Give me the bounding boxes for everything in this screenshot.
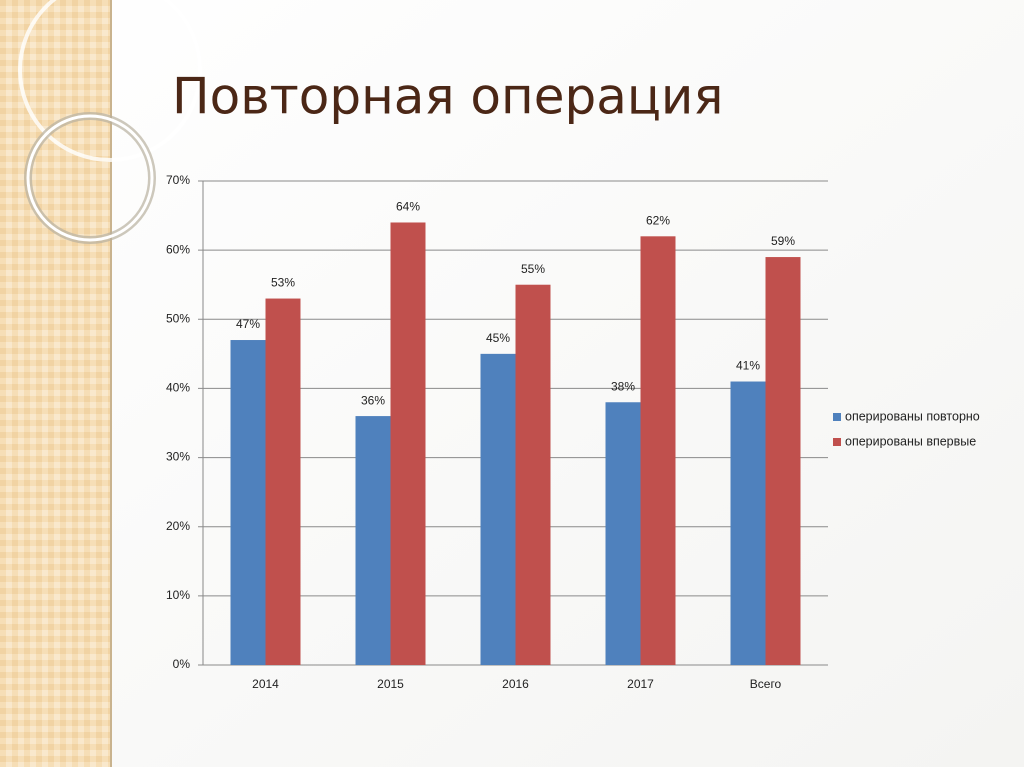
value-label: 59% — [771, 234, 795, 248]
bar — [480, 353, 516, 665]
y-tick-label: 60% — [166, 242, 190, 256]
x-tick-label: 2014 — [252, 677, 279, 691]
decor-circle — [18, 0, 202, 162]
y-tick-label: 50% — [166, 311, 190, 325]
value-label: 47% — [236, 317, 260, 331]
bar — [605, 402, 641, 665]
bar — [355, 416, 391, 665]
value-label: 38% — [611, 379, 635, 393]
value-label: 64% — [396, 200, 420, 214]
decor-circle — [26, 114, 154, 242]
legend-label: оперированы повторно — [845, 409, 980, 423]
y-tick-label: 10% — [166, 588, 190, 602]
x-tick-label: 2016 — [502, 677, 529, 691]
slide-title: Повторная операция — [172, 68, 723, 126]
legend-swatch — [833, 413, 841, 421]
legend-swatch — [833, 438, 841, 446]
bar — [640, 236, 676, 666]
value-label: 36% — [361, 393, 385, 407]
y-tick-label: 40% — [166, 381, 190, 395]
y-tick-label: 20% — [166, 519, 190, 533]
bar — [515, 284, 551, 665]
bar — [230, 340, 266, 665]
bar — [730, 381, 766, 665]
bar — [390, 222, 426, 665]
value-label: 55% — [521, 262, 545, 276]
y-tick-label: 70% — [166, 173, 190, 187]
bar — [765, 257, 801, 665]
legend-label: оперированы впервые — [845, 434, 976, 448]
y-tick-label: 0% — [173, 657, 191, 671]
y-tick-label: 30% — [166, 450, 190, 464]
bar — [265, 298, 301, 665]
value-label: 41% — [736, 359, 760, 373]
value-label: 53% — [271, 276, 295, 290]
value-label: 62% — [646, 213, 670, 227]
x-tick-label: Всего — [750, 677, 782, 691]
x-tick-label: 2015 — [377, 677, 404, 691]
value-label: 45% — [486, 331, 510, 345]
x-tick-label: 2017 — [627, 677, 654, 691]
